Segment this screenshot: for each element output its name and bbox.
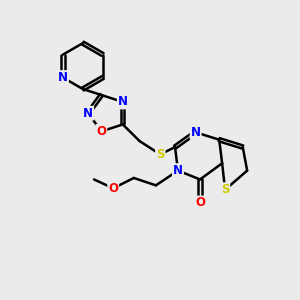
Text: O: O: [195, 196, 205, 209]
Text: N: N: [190, 126, 201, 139]
Text: S: S: [156, 148, 165, 161]
Text: N: N: [58, 71, 68, 84]
Text: N: N: [83, 107, 93, 120]
Text: S: S: [221, 183, 229, 196]
Text: N: N: [173, 164, 183, 177]
Text: N: N: [118, 95, 128, 108]
Text: O: O: [96, 125, 106, 138]
Text: O: O: [108, 182, 118, 195]
